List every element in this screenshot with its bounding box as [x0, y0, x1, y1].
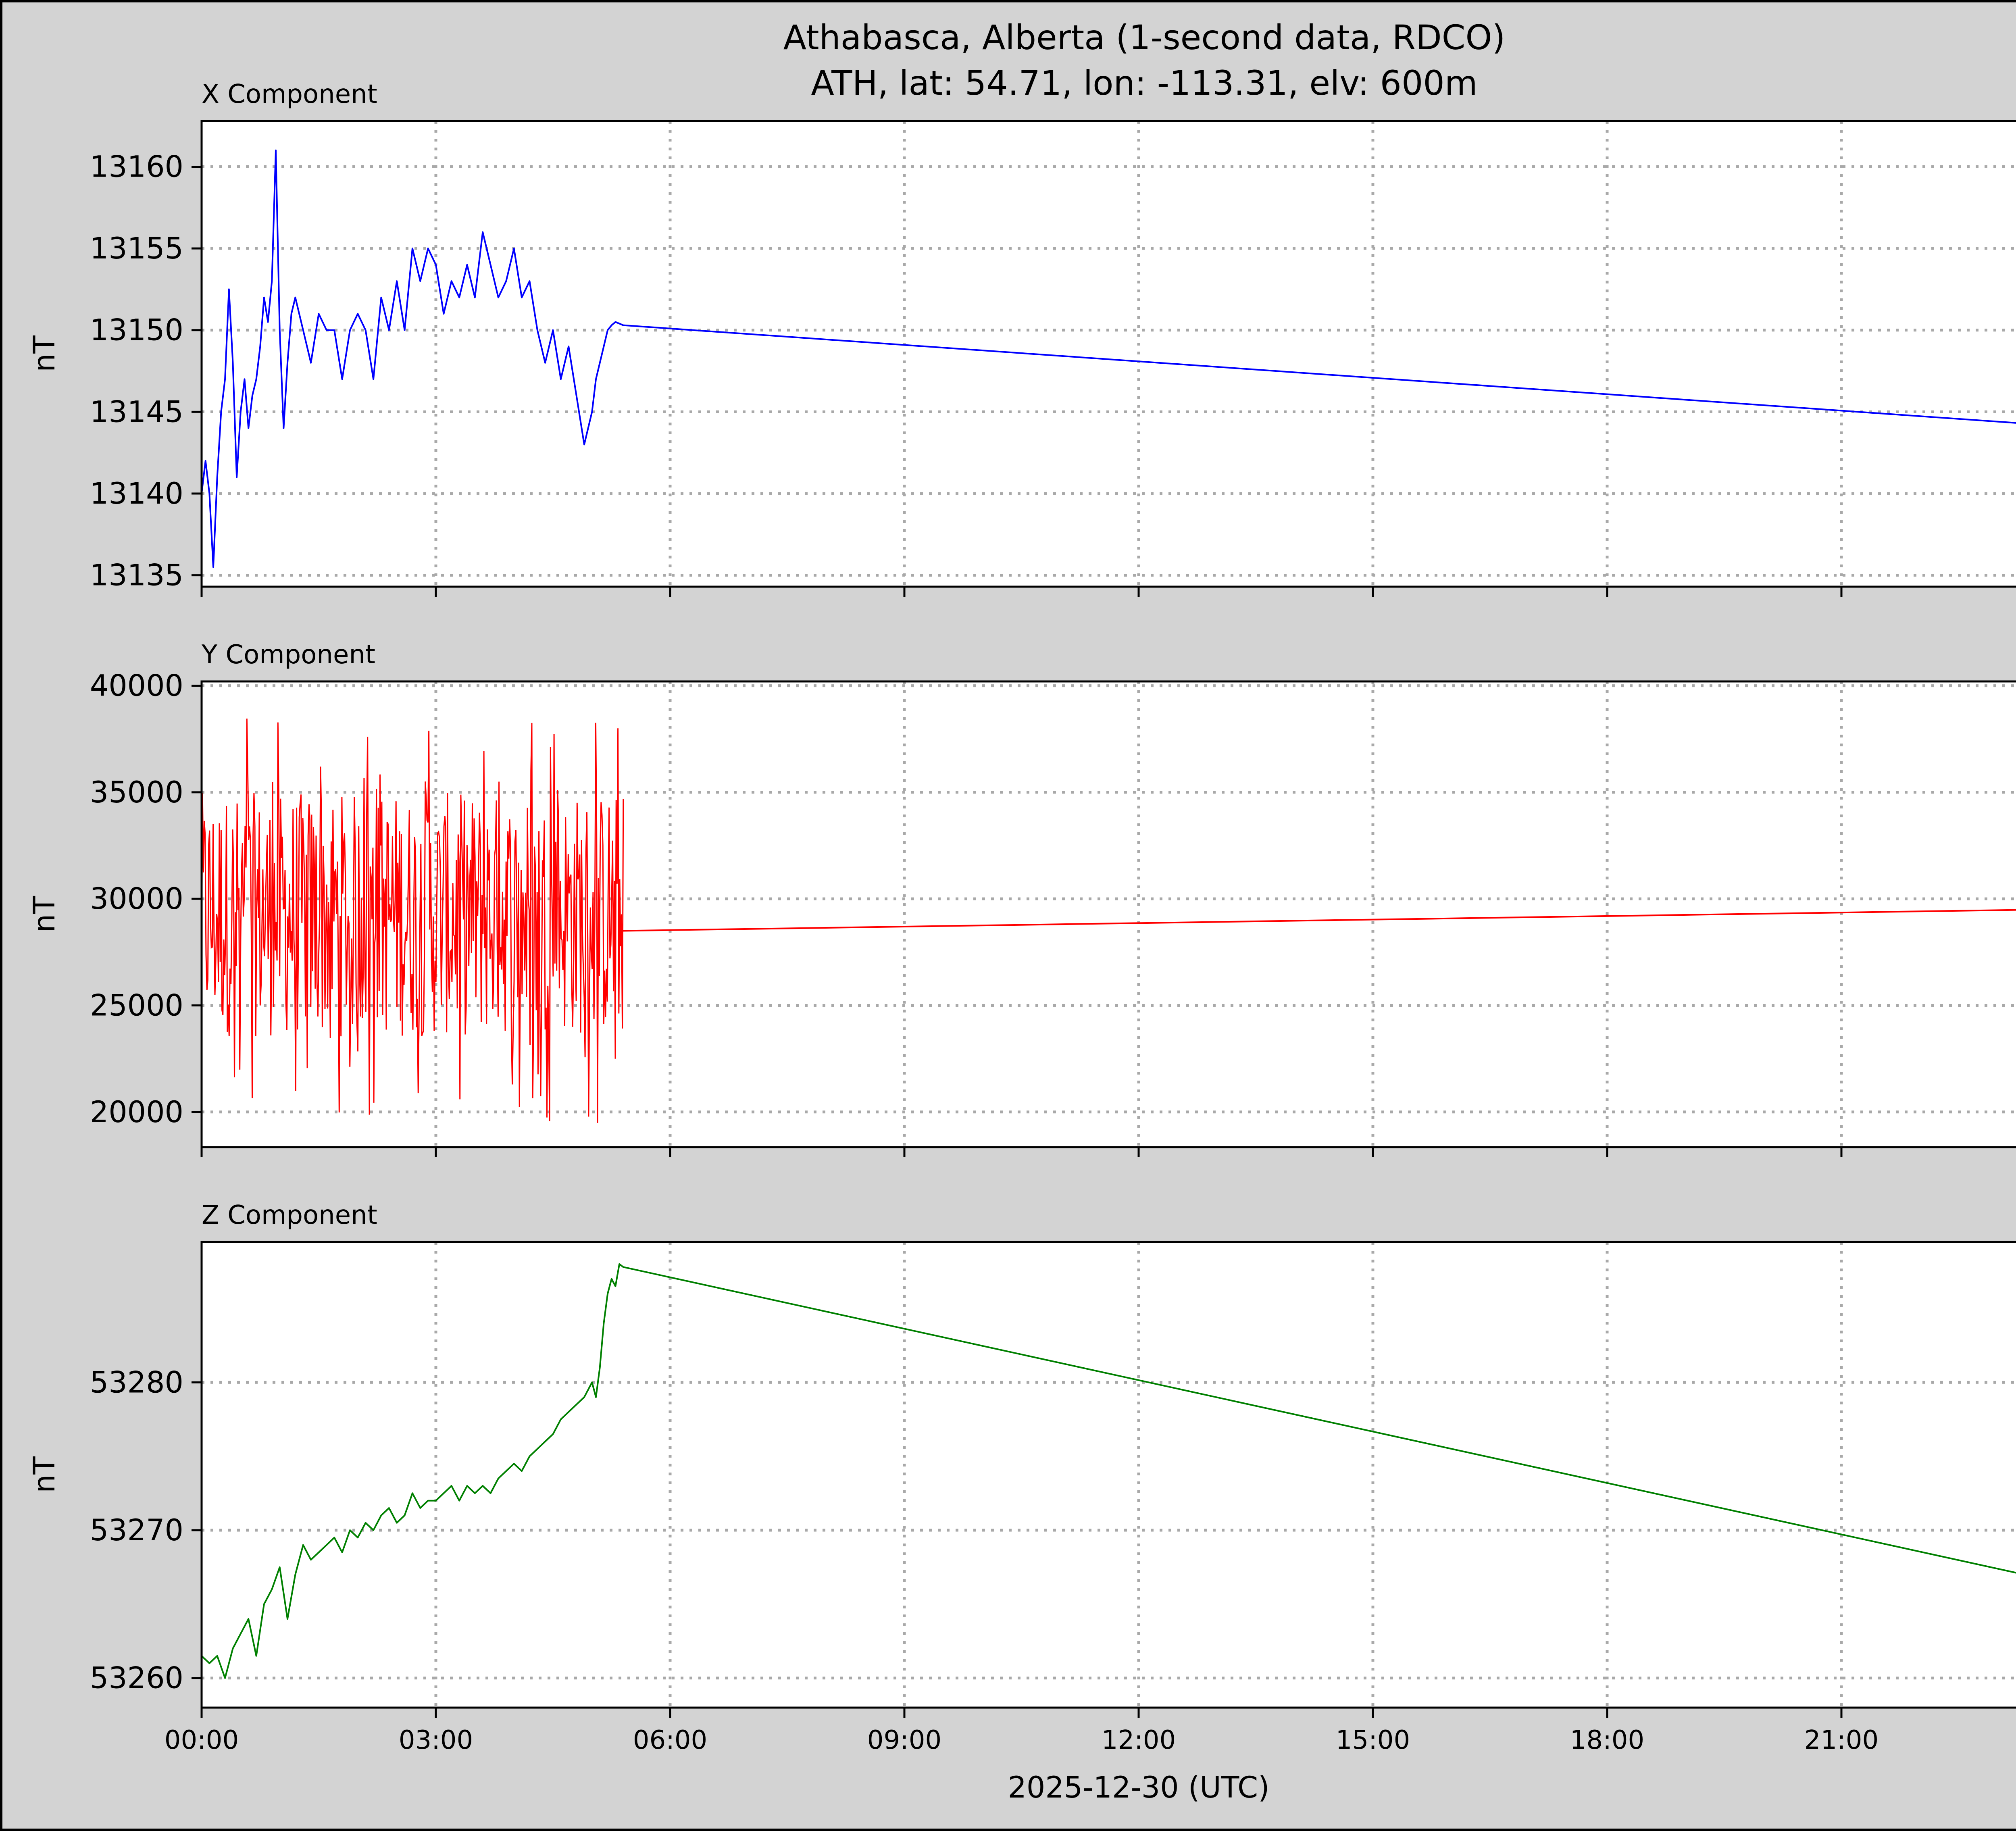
y-component-y-tick-label: 20000 — [90, 1095, 183, 1129]
y-component-panel: Y Component nT 20000 25000 30000 35000 40000 — [27, 640, 2016, 1157]
y-component-y-tick-label: 25000 — [90, 988, 183, 1023]
figure-title-line2: ATH, lat: 54.71, lon: -113.31, elv: 600m — [811, 63, 1477, 103]
y-component-noise-segment — [201, 719, 624, 1123]
y-component-series-line — [623, 909, 2016, 932]
x-component-title: X Component — [202, 79, 377, 109]
x-axis-label: 2025-12-30 (UTC) — [1008, 1771, 1269, 1805]
z-component-panel: Z Component nT 00:00 03:00 06:00 09:00 12:00 15… — [27, 1200, 2016, 1755]
z-component-plot-area — [202, 1242, 2016, 1708]
x-component-axes-frame — [200, 120, 2016, 588]
x-tick-label: 00:00 — [165, 1725, 239, 1755]
z-component-y-tick-label: 53280 — [90, 1365, 183, 1400]
x-component-y-tick-label: 13145 — [90, 395, 183, 429]
x-component-y-tick-label: 13155 — [90, 231, 183, 266]
x-tick-label: 21:00 — [1804, 1725, 1879, 1755]
x-component-y-tick-label: 13140 — [90, 477, 183, 511]
y-component-y-tick-label: 30000 — [90, 882, 183, 916]
z-component-y-axis-label: nT — [27, 1456, 62, 1493]
z-component-axes-frame — [200, 1241, 2016, 1709]
z-component-title: Z Component — [202, 1200, 377, 1230]
x-tick-label: 12:00 — [1102, 1725, 1176, 1755]
x-component-y-tick-label: 13160 — [90, 150, 183, 184]
x-component-panel: X Component nT 13135 13140 13145 13150 13155 13… — [27, 79, 2016, 597]
z-component-y-tick-label: 53260 — [90, 1661, 183, 1696]
x-tick-label: 15:00 — [1336, 1725, 1410, 1755]
x-component-series-line — [201, 149, 2016, 568]
z-component-y-tick-label: 53270 — [90, 1513, 183, 1548]
y-component-axes-frame — [200, 680, 2016, 1148]
y-component-y-tick-label: 40000 — [90, 669, 183, 703]
x-tick-label: 18:00 — [1570, 1725, 1644, 1755]
figure-title-line1: Athabasca, Alberta (1-second data, RDCO) — [783, 18, 1506, 57]
x-component-y-tick-label: 13135 — [90, 558, 183, 593]
x-tick-label: 09:00 — [867, 1725, 941, 1755]
y-component-title: Y Component — [201, 640, 375, 670]
x-tick-label: 06:00 — [633, 1725, 707, 1755]
x-tick-label: 03:00 — [399, 1725, 473, 1755]
y-component-y-axis-label: nT — [27, 896, 62, 933]
y-component-y-tick-label: 35000 — [90, 775, 183, 810]
z-component-series-line — [201, 1263, 2016, 1679]
x-component-plot-area — [202, 121, 2016, 587]
x-component-y-axis-label: nT — [27, 335, 62, 372]
x-component-y-tick-label: 13150 — [90, 313, 183, 348]
